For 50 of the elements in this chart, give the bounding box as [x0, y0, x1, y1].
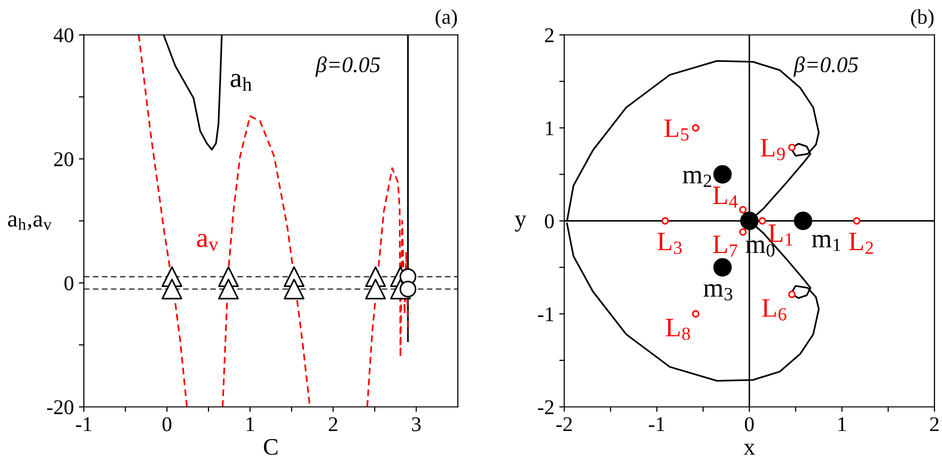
point [739, 206, 747, 214]
annotation: L$_{2}$ [849, 232, 873, 254]
y-tick-label: -1 [538, 307, 554, 322]
annotation: β=0.05 [793, 56, 858, 77]
point [739, 228, 747, 236]
y-tick-label: 0 [64, 276, 74, 290]
annotation: L$_{6}$ [762, 299, 786, 321]
annotation: L$_{3}$ [658, 232, 682, 254]
x-axis-title: C [264, 439, 278, 455]
x-tick-label: 0 [744, 417, 754, 432]
x-tick-label: 2 [328, 417, 338, 432]
annotation: L$_{7}$ [713, 236, 738, 257]
y-tick-label: 40 [54, 28, 74, 42]
x-tick-label: 0 [162, 417, 172, 432]
series-label: a$_{h}$ [230, 74, 252, 91]
x-tick-label: -1 [76, 417, 92, 432]
y-tick-label: 20 [54, 152, 74, 166]
point [692, 310, 700, 318]
annotation: β=0.05 [315, 56, 380, 77]
y-tick-label: -20 [47, 400, 74, 414]
y-axis-title: a$_{h}$,a$_{v}$ [8, 215, 52, 230]
annotation: m$_{1}$ [812, 234, 840, 251]
point [758, 217, 766, 225]
series-label: a$_{v}$ [197, 234, 218, 251]
annotation: m$_{3}$ [704, 284, 732, 300]
point [788, 290, 796, 298]
annotation: L$_{9}$ [760, 139, 785, 160]
chart-title: (b) [911, 9, 934, 28]
y-tick-label: 1 [546, 121, 554, 136]
point [661, 217, 669, 225]
point [853, 217, 860, 225]
x-tick-label: 2 [930, 417, 939, 432]
y-axis-title: y [514, 216, 526, 232]
x-axis-title: x [744, 444, 755, 455]
annotation: L$_{4}$ [713, 186, 738, 208]
annotation: L$_{1}$ [768, 224, 792, 246]
x-tick-label: 3 [412, 417, 421, 432]
annotation: L$_{8}$ [666, 318, 690, 340]
point [788, 144, 796, 152]
annotation: L$_{5}$ [664, 120, 689, 141]
chart-title: (a) [436, 9, 457, 28]
x-tick-label: -1 [648, 417, 664, 432]
annotation: m$_{2}$ [682, 170, 712, 187]
y-tick-label: -2 [538, 400, 554, 414]
x-tick-label: 1 [246, 417, 254, 432]
x-tick-label: -2 [556, 417, 572, 432]
point [692, 124, 700, 132]
y-tick-label: 0 [544, 214, 554, 228]
y-tick-label: 2 [545, 28, 554, 42]
x-tick-label: 1 [838, 417, 846, 432]
